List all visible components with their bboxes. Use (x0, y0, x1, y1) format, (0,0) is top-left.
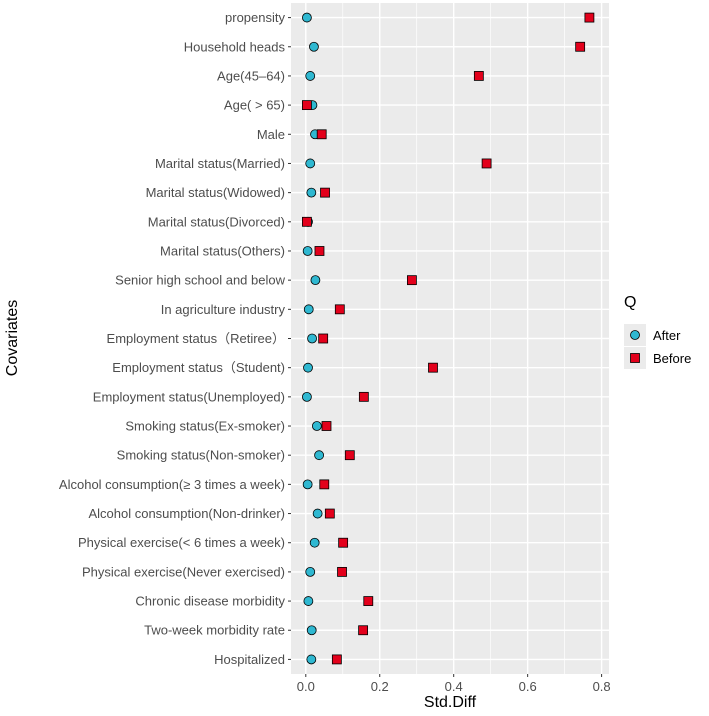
y-tick-label: Marital status(Divorced) (148, 214, 285, 229)
y-tick-label: Physical exercise(Never exercised) (82, 564, 285, 579)
point-before (324, 508, 335, 519)
y-axis-tick-labels: propensity Household heads Age(45–64) Age( … (59, 10, 291, 667)
y-tick-label: Marital status(Married) (155, 156, 285, 171)
point-before (314, 246, 325, 256)
point-after (314, 450, 325, 461)
point-before (363, 596, 374, 606)
y-tick-label: Two-week morbidity rate (144, 623, 285, 638)
y-tick-label: Smoking status(Ex-smoker) (125, 419, 285, 434)
point-after (302, 479, 313, 490)
y-tick-label: Chronic disease morbidity (135, 594, 285, 609)
y-tick-label: Marital status(Widowed) (146, 185, 285, 200)
point-after (301, 391, 312, 402)
point-after (309, 41, 319, 52)
y-tick-label: Age( > 65) (224, 98, 285, 113)
y-tick-label: In agriculture industry (161, 302, 286, 317)
series-after-points (301, 12, 325, 665)
point-after (301, 12, 312, 23)
legend-marker-before (630, 353, 640, 363)
point-before (319, 479, 330, 490)
point-before (320, 187, 330, 198)
point-after (302, 246, 313, 256)
point-before (358, 391, 369, 402)
y-tick-label: Employment status（Student) (112, 360, 285, 375)
y-tick-label: Hospitalized (214, 652, 285, 667)
point-before (338, 537, 349, 548)
series-before-points (301, 12, 595, 665)
y-tick-label: propensity (225, 10, 285, 25)
point-after (305, 158, 316, 169)
point-after (303, 362, 313, 373)
point-before (344, 450, 355, 461)
point-before (334, 304, 345, 315)
point-before (316, 129, 327, 140)
point-after (306, 625, 317, 636)
point-before (584, 12, 595, 23)
y-tick-label: Physical exercise(< 6 times a week) (78, 535, 285, 550)
x-tick-label: 0.0 (297, 679, 315, 694)
point-before (318, 333, 329, 344)
y-tick-label: Household heads (184, 39, 286, 54)
y-tick-label: Marital status(Others) (160, 243, 285, 258)
point-after (303, 596, 314, 606)
y-tick-label: Male (257, 127, 285, 142)
y-tick-label: Smoking status(Non-smoker) (117, 448, 285, 463)
point-after (306, 654, 317, 665)
major-gridlines (291, 3, 609, 674)
point-before (428, 362, 438, 373)
legend-label-before: Before (653, 351, 691, 366)
point-before (407, 275, 417, 286)
point-after (311, 421, 322, 431)
point-after (305, 71, 316, 81)
point-before (301, 216, 312, 227)
point-after (303, 304, 314, 315)
x-tick-label: 0.2 (371, 679, 389, 694)
point-after (306, 187, 317, 198)
x-tick-label: 0.4 (445, 679, 463, 694)
point-after (312, 508, 323, 519)
point-after (309, 537, 320, 548)
point-before (337, 566, 347, 577)
y-tick-label: Employment status（Retiree） (107, 331, 285, 346)
point-before (331, 654, 342, 665)
y-tick-label: Alcohol consumption(≥ 3 times a week) (59, 477, 285, 492)
point-after (305, 566, 316, 577)
legend-title: Q (624, 294, 636, 311)
point-after (307, 333, 317, 344)
legend-label-after: After (653, 328, 681, 343)
point-before (358, 625, 369, 636)
y-tick-label: Age(45–64) (217, 68, 285, 83)
point-before (321, 421, 332, 431)
point-after (310, 275, 321, 286)
point-before (473, 71, 484, 81)
x-tick-label: 0.8 (593, 679, 611, 694)
y-axis-title: Covariates (4, 300, 21, 376)
legend-marker-after (630, 330, 640, 340)
legend: Q After Before (624, 294, 691, 369)
point-before (575, 41, 586, 52)
x-axis-title: Std.Diff (424, 694, 477, 711)
point-before (301, 100, 312, 111)
point-before (481, 158, 492, 169)
y-tick-label: Alcohol consumption(Non-drinker) (88, 506, 285, 521)
y-tick-label: Employment status(Unemployed) (93, 389, 285, 404)
x-tick-label: 0.6 (519, 679, 537, 694)
y-tick-label: Senior high school and below (115, 273, 285, 288)
x-axis-tick-labels: 0.0 0.2 0.4 0.6 0.8 (297, 674, 611, 694)
